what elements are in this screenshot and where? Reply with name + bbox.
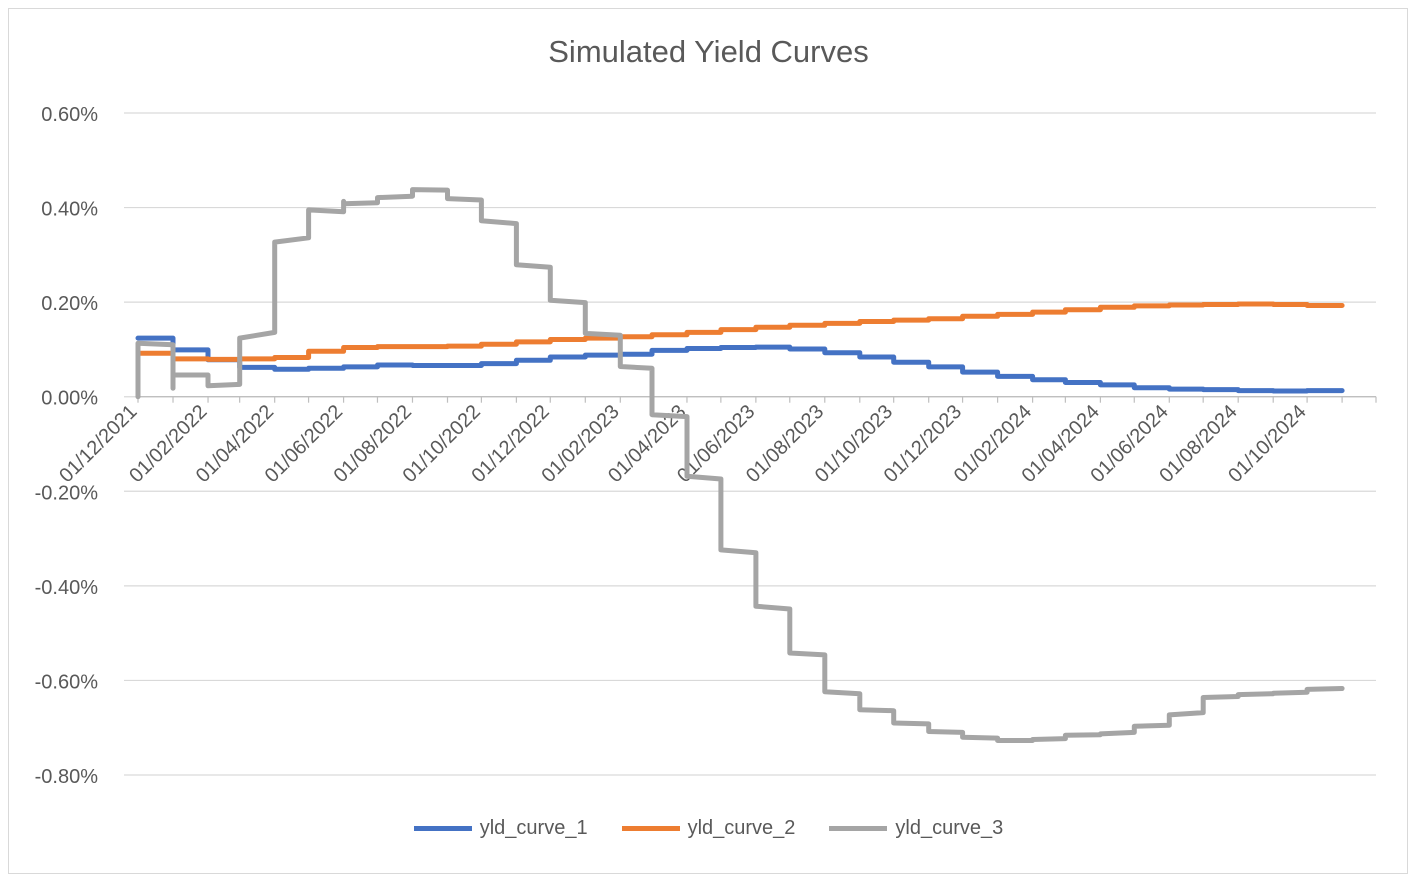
- y-tick-label: 0.60%: [41, 104, 98, 126]
- chart-area: [8, 8, 1408, 874]
- y-tick-label: -0.60%: [35, 671, 99, 693]
- series-line-yld-curve-1: [135, 335, 1345, 394]
- legend-label-yld-curve-1: yld_curve_1: [479, 817, 588, 839]
- series-line-yld-curve-3: [135, 187, 1345, 743]
- series-line-yld-curve-2: [135, 301, 1345, 362]
- legend-swatch-yld-curve-2: [621, 826, 680, 831]
- y-tick-label: 0.40%: [41, 199, 98, 221]
- y-tick-label: -0.40%: [35, 577, 99, 599]
- chart-title: Simulated Yield Curves: [548, 34, 869, 69]
- legend-swatch-yld-curve-1: [413, 826, 472, 831]
- y-tick-label: -0.20%: [35, 482, 99, 504]
- legend-item-yld-curve-1: yld_curve_1: [413, 817, 588, 840]
- legend: yld_curve_1 yld_curve_2 yld_curve_3: [0, 817, 1417, 840]
- legend-label-yld-curve-2: yld_curve_2: [687, 817, 796, 839]
- y-tick-label: 0.00%: [41, 388, 98, 410]
- legend-swatch-yld-curve-3: [829, 826, 888, 831]
- y-tick-label: -0.80%: [35, 766, 99, 788]
- legend-label-yld-curve-3: yld_curve_3: [895, 817, 1004, 839]
- legend-item-yld-curve-2: yld_curve_2: [621, 817, 796, 840]
- legend-item-yld-curve-3: yld_curve_3: [829, 817, 1003, 840]
- y-tick-label: 0.20%: [41, 293, 98, 315]
